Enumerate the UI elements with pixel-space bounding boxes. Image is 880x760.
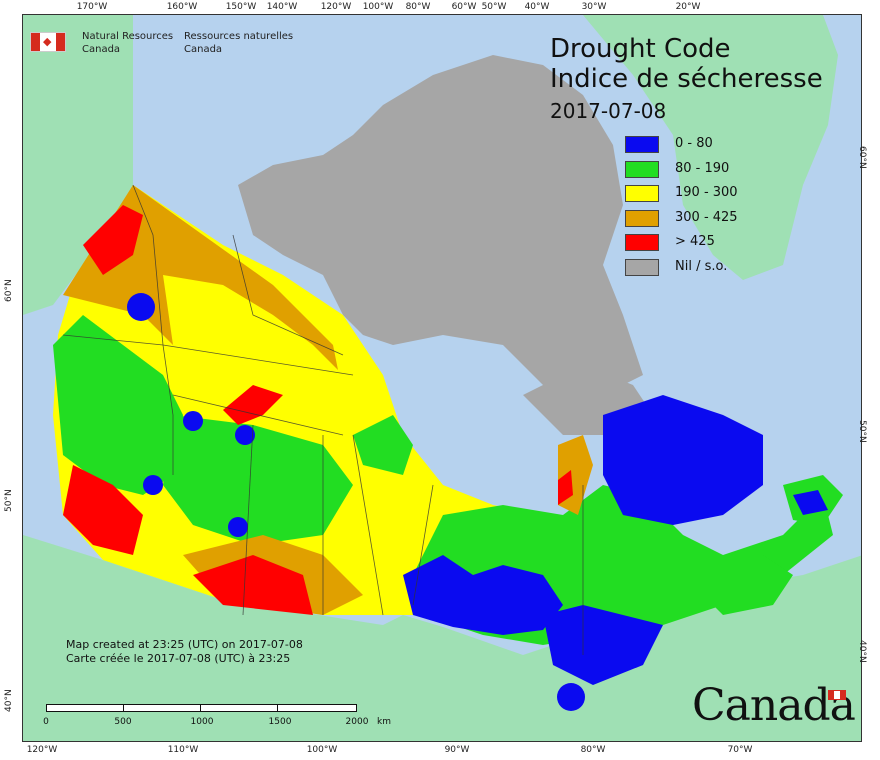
prairie-blue-3 [143,475,163,495]
canada-flag-icon: ◆ [30,32,66,52]
alaska-land [23,15,133,315]
scale-segment [123,704,201,712]
tick-bottom-90w: 90°W [444,745,470,755]
canada-wordmark: Canada [692,680,856,731]
nw-red [83,205,143,275]
maritimes-green [703,555,793,615]
legend-label: > 425 [675,234,715,249]
tick-bottom-70w: 70°W [727,745,753,755]
james-bay-red [558,470,573,505]
tick-right-50n: 50°N [857,420,867,443]
tick-right-40n: 40°N [857,640,867,663]
prairie-blue-1 [183,411,203,431]
map-date: 2017-07-08 [550,99,667,123]
tick-top-100w: 100°W [362,2,394,12]
map-title: Drought Code Indice de sécheresse 2017-0… [550,34,823,126]
title-line1: Drought Code [550,34,731,64]
legend-label: 190 - 300 [675,185,738,200]
scale-segment [277,704,357,712]
title-line2: Indice de sécheresse [550,64,823,94]
tick-bottom-110w: 110°W [167,745,199,755]
tick-top-140w: 140°W [266,2,298,12]
prairie-green [163,415,353,545]
tick-left-40n: 40°N [4,689,14,712]
tick-left-60n: 60°N [4,279,14,302]
prairie-blue-2 [235,425,255,445]
tick-top-170w: 170°W [76,2,108,12]
tick-right-60n: 60°N [857,146,867,169]
scale-label-500: 500 [114,717,132,727]
prairie-blue-4 [228,517,248,537]
arctic-nodata [238,55,643,405]
agency-name-fr: Ressources naturelles Canada [184,30,293,56]
legend-swatch [625,234,659,251]
legend-swatch [625,185,659,202]
west-green [53,315,183,495]
legend-swatch [625,209,659,227]
quebec-blue [603,395,763,525]
usa-land [23,535,861,741]
agency-en-line2: Canada [82,44,121,55]
wordmark-flag-icon [828,690,846,700]
legend-swatch [625,258,659,276]
tick-bottom-100w: 100°W [306,745,338,755]
agency-en-line1: Natural Resources [82,31,174,42]
scale-label-0: 0 [43,717,49,727]
scale-segment [200,704,278,712]
tick-top-20w: 20°W [675,2,701,12]
legend-label: 300 - 425 [675,209,738,225]
wordmark-text: Canada [692,680,856,731]
south-quebec-blue [543,605,663,685]
ontario-blue [403,555,563,635]
tick-bottom-80w: 80°W [580,745,606,755]
nw-blue-spot [127,293,155,321]
scale-label-1000: 1000 [190,717,214,727]
tick-top-50w: 50°W [481,2,507,12]
tick-top-160w: 160°W [166,2,198,12]
tick-top-150w: 150°W [225,2,257,12]
province-boundaries [62,184,584,655]
scale-label-2000: 2000 [345,717,369,727]
scale-label-1500: 1500 [268,717,292,727]
legend-swatch [625,136,659,153]
greenland-land [583,15,838,280]
ontario-south-blue [557,683,585,711]
agency-fr-line2: Canada [184,44,223,55]
drought-map-svg [23,15,861,741]
map-canvas[interactable] [22,14,862,742]
tick-top-80w: 80°W [405,2,431,12]
tick-top-30w: 30°W [581,2,607,12]
scale-segment [46,704,124,712]
map-credit: Map created at 23:25 (UTC) on 2017-07-08… [66,638,303,666]
legend-swatch [625,160,659,178]
newfoundland-blue [793,490,828,515]
tick-top-120w: 120°W [320,2,352,12]
tick-bottom-120w: 120°W [26,745,58,755]
tick-left-50n: 50°N [4,489,14,512]
legend-label: Nil / s.o. [675,258,728,274]
legend-label: 0 - 80 [675,136,713,151]
north-yellow [163,275,373,445]
central-red-patch [223,385,283,425]
credit-line-en: Map created at 23:25 (UTC) on 2017-07-08 [66,638,303,651]
agency-fr-line1: Ressources naturelles [184,31,294,42]
hudson-green [353,415,413,475]
south-red [193,555,313,615]
credit-line-fr: Carte créée le 2017-07-08 (UTC) à 23:25 [66,652,291,665]
tick-top-60w: 60°W [451,2,477,12]
agency-name-en: Natural Resources Canada [82,30,173,56]
legend-label: 80 - 190 [675,160,730,176]
tick-top-40w: 40°W [524,2,550,12]
scale-unit: km [377,717,391,727]
bc-red [63,465,143,555]
